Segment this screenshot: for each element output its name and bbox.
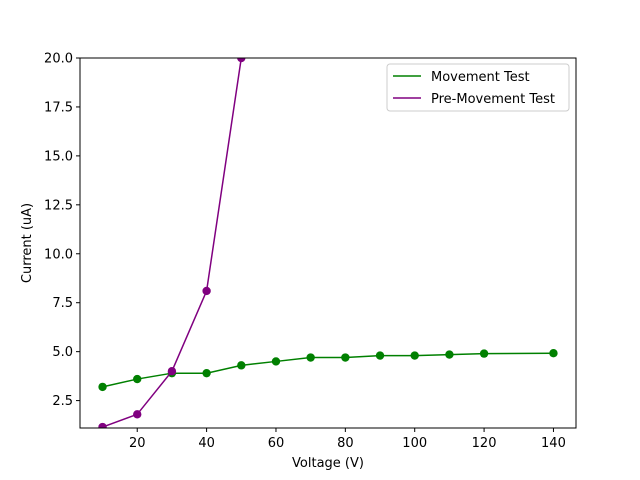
- data-point-movement-test: [237, 361, 246, 370]
- x-tick-label: 60: [268, 436, 285, 451]
- y-tick-label: 15.0: [44, 149, 73, 164]
- data-point-pre-movement-test: [133, 410, 142, 419]
- data-point-pre-movement-test: [167, 367, 177, 376]
- y-tick-label: 5.0: [52, 345, 73, 360]
- data-point-movement-test: [375, 351, 385, 360]
- legend: Movement Test Pre-Movement Test: [386, 63, 570, 112]
- y-tick-label: 17.5: [44, 100, 73, 115]
- data-point-movement-test: [271, 357, 281, 366]
- legend-label-movement-test: Movement Test: [431, 70, 530, 85]
- data-point-movement-test: [549, 349, 558, 358]
- y-tick-label: 7.5: [52, 296, 73, 311]
- y-tick-label: 2.5: [52, 394, 73, 409]
- y-tick-label: 12.5: [44, 198, 73, 213]
- data-point-movement-test: [341, 353, 350, 362]
- data-point-movement-test: [98, 382, 107, 392]
- plot-area: [79, 57, 577, 429]
- data-point-pre-movement-test: [98, 422, 107, 428]
- y-tick-label: 10.0: [44, 247, 73, 262]
- plot-frame: [79, 57, 577, 429]
- x-tick-label: 100: [402, 436, 427, 451]
- y-tick-label: 20.0: [44, 52, 73, 67]
- data-point-movement-test: [202, 368, 211, 378]
- data-point-movement-test: [133, 374, 142, 384]
- legend-box: [386, 63, 570, 112]
- data-point-movement-test: [479, 349, 489, 358]
- x-axis-ticks: 20 40 60 80 100 120 140: [129, 428, 566, 451]
- x-tick-label: 120: [472, 436, 497, 451]
- x-tick-label: 80: [337, 436, 354, 451]
- x-axis-label: Voltage (V): [292, 456, 364, 471]
- data-point-movement-test: [306, 353, 315, 362]
- x-tick-label: 140: [541, 436, 566, 451]
- y-axis-ticks: 2.5 5.0 7.5 10.0 12.5 15.0 17.5 20.0: [44, 52, 80, 409]
- y-axis-label: Current (uA): [20, 203, 35, 283]
- data-point-pre-movement-test: [237, 58, 246, 63]
- data-point-movement-test: [445, 350, 454, 359]
- data-point-pre-movement-test: [202, 286, 211, 296]
- x-tick-label: 40: [198, 436, 215, 451]
- legend-label-pre-movement-test: Pre-Movement Test: [431, 92, 555, 107]
- data-point-movement-test: [410, 351, 419, 360]
- x-tick-label: 20: [129, 436, 146, 451]
- series-layer: [98, 58, 558, 428]
